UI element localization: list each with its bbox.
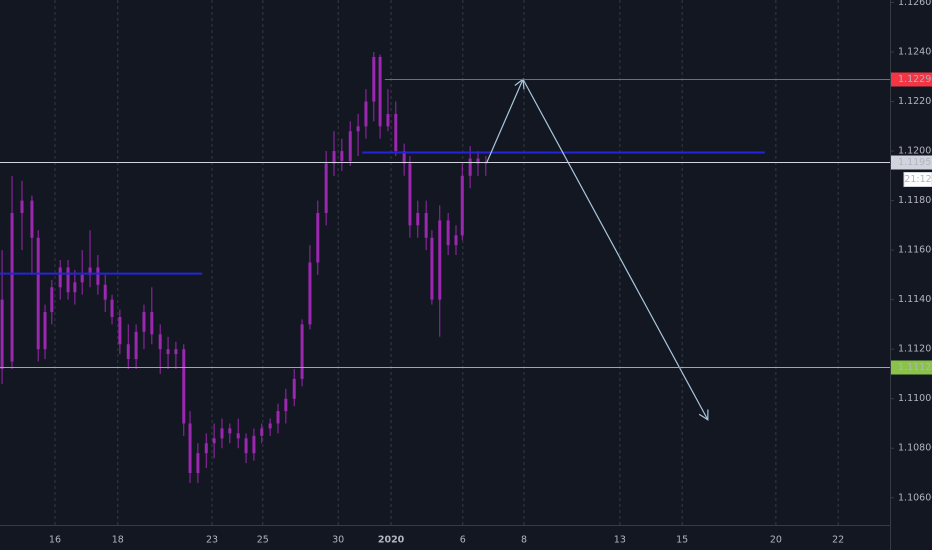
candle-body [103,284,107,300]
countdown-box [903,172,932,187]
candle-body [118,316,122,345]
candle-body [50,287,54,313]
candle-body [356,126,360,132]
candle-body [402,151,406,164]
candle-body [228,428,232,434]
x-tick-label: 6 [460,535,466,546]
y-tick-label: 1.11800 [898,195,932,206]
candle-body [126,344,130,360]
price-tag [891,155,932,170]
candle-body [446,220,450,246]
candle-body [260,428,264,436]
x-tick-label: 8 [521,535,527,546]
candle-body [10,212,14,362]
candle-body [340,151,344,161]
candle-body [416,212,420,226]
candle-body [43,312,47,350]
candle-body [332,151,336,164]
candle-body [204,443,208,454]
x-tick-label: 30 [332,535,344,546]
candle-body [476,158,480,164]
candle-body [220,428,224,439]
candle-body [268,423,272,429]
candle-body [166,349,170,355]
candle-body [308,262,312,325]
candle-body [244,438,248,454]
price-tag-label: 1.11955 [898,157,932,168]
candle-body [284,398,288,412]
candle-body [348,131,352,161]
candle-body [66,267,70,293]
candle-body [424,212,428,238]
countdown: 21:12 [904,174,931,185]
candle-body [150,312,154,335]
candle-body [236,433,240,439]
candle-body [468,158,472,176]
candle-body [88,267,92,275]
candle-body [394,113,398,152]
candle-body [252,435,256,454]
x-tick-label: 23 [206,535,218,546]
x-tick-label: 2020 [378,535,405,546]
candle-body [58,267,62,288]
price-tag [891,360,932,375]
candle-body [212,438,216,444]
x-tick-label: 13 [614,535,626,546]
y-tick-label: 1.10600 [898,492,932,503]
x-tick-label: 22 [832,535,844,546]
candle-body [80,274,84,283]
candle-body [276,411,280,424]
candle-body [454,235,458,246]
candle-body [292,378,296,399]
candle-body [174,349,178,355]
y-tick-label: 1.11000 [898,393,932,404]
y-tick-label: 1.12600 [898,0,932,8]
candle-body [324,163,328,213]
candle-body [142,312,146,332]
candle-body [430,237,434,300]
candle-body [196,453,200,473]
candle-body [20,200,24,213]
y-tick-label: 1.11400 [898,294,932,305]
candle-body [36,237,40,350]
y-tick-label: 1.12400 [898,47,932,58]
candle-body [0,299,4,369]
price-tag-label: 1.12290 [898,74,932,85]
candle-body [316,212,320,263]
candle-body [364,101,368,127]
candle-body [96,267,100,285]
candle-body [134,331,138,360]
candle-body [386,113,390,127]
y-tick-label: 1.11200 [898,344,932,355]
candle-body [110,299,114,317]
price-tag-label: 1.11127 [898,362,932,373]
y-tick-label: 1.12000 [898,146,932,157]
candle-body [188,423,192,473]
arrow [522,78,709,421]
x-tick-label: 20 [770,535,782,546]
candle-body [460,175,464,236]
candle-body [73,282,77,293]
y-tick-label: 1.10800 [898,443,932,454]
candle-body [372,56,376,102]
candle-body [182,349,186,424]
price-tag [891,72,932,87]
x-tick-label: 16 [49,535,61,546]
x-tick-label: 15 [676,535,688,546]
x-tick-label: 18 [112,535,124,546]
candle-body [30,200,34,238]
candle-body [158,334,162,350]
y-tick-label: 1.11600 [898,245,932,256]
candle-body [438,220,442,300]
candle-body [378,56,382,127]
x-tick-label: 25 [257,535,269,546]
candle-body [300,324,304,379]
y-tick-label: 1.12200 [898,96,932,107]
arrow [486,78,525,163]
candle-body [408,163,412,226]
